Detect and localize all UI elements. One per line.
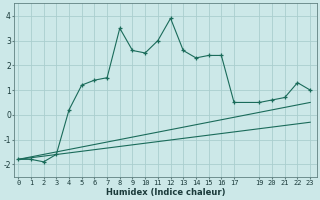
X-axis label: Humidex (Indice chaleur): Humidex (Indice chaleur) (106, 188, 225, 197)
